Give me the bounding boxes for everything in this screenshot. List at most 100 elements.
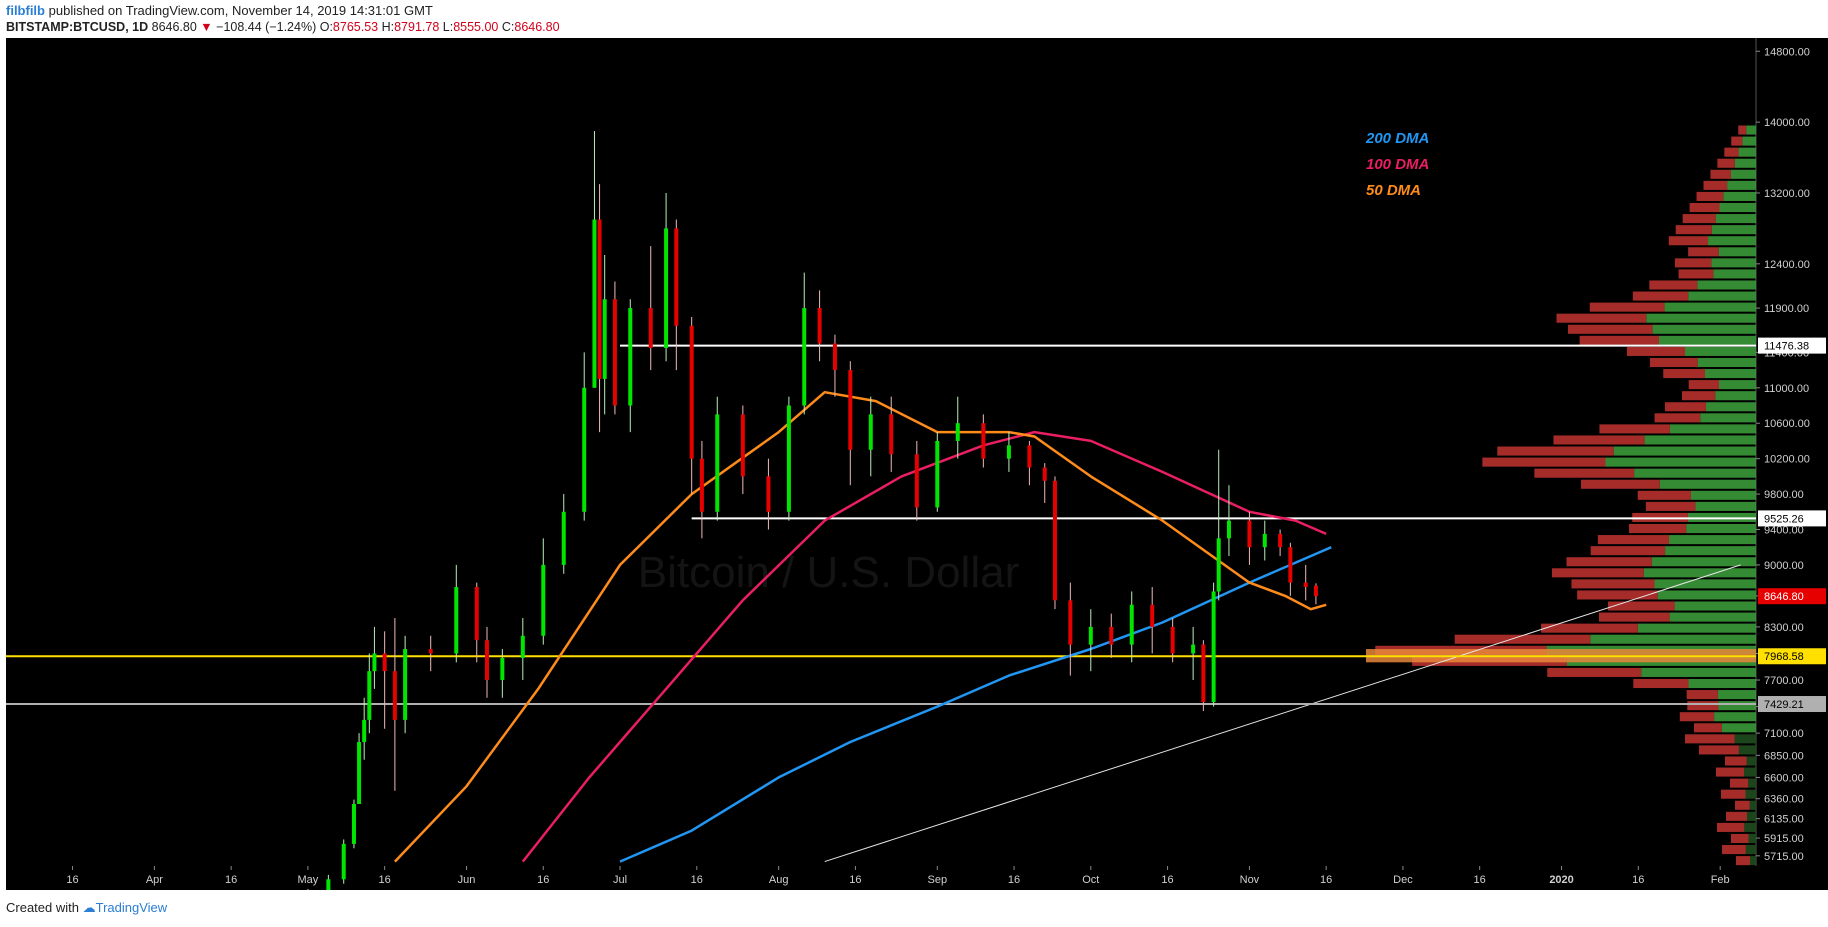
time-tick-label: 16 xyxy=(1320,874,1332,886)
candle-body[interactable] xyxy=(592,219,597,388)
volume-bar-up xyxy=(1718,380,1756,390)
dma200-line xyxy=(619,546,1332,863)
candle-body[interactable] xyxy=(1216,538,1221,592)
candle-body[interactable] xyxy=(689,325,694,459)
candle-body[interactable] xyxy=(715,414,720,512)
candle-body[interactable] xyxy=(561,511,566,565)
candle-body[interactable] xyxy=(357,742,362,805)
candle-body[interactable] xyxy=(740,414,745,477)
candle-body[interactable] xyxy=(955,423,960,441)
candle-body[interactable] xyxy=(674,228,679,326)
candle-body[interactable] xyxy=(372,653,377,672)
candle-body[interactable] xyxy=(1211,591,1216,703)
candle-body[interactable] xyxy=(1006,445,1011,459)
candle-body[interactable] xyxy=(351,804,356,844)
candle-body[interactable] xyxy=(1027,445,1032,468)
candle-body[interactable] xyxy=(1191,644,1196,654)
candle-body[interactable] xyxy=(1313,585,1318,597)
candle-body[interactable] xyxy=(832,343,837,371)
candle-body[interactable] xyxy=(766,476,771,512)
candle-body[interactable] xyxy=(1303,582,1308,588)
chart-area[interactable]: Bitcoin / U.S. Dollar 200 DMA 100 DMA 50 DM… xyxy=(6,38,1828,897)
candle-body[interactable] xyxy=(362,719,367,743)
volume-bar-down xyxy=(1731,136,1743,146)
candle-body[interactable] xyxy=(484,640,489,681)
candle-body[interactable] xyxy=(817,308,822,344)
price-axis[interactable] xyxy=(1756,38,1828,866)
candle-body[interactable] xyxy=(1226,520,1231,539)
time-tick-label: May xyxy=(298,874,319,886)
candle-body[interactable] xyxy=(326,879,331,891)
trend-line[interactable] xyxy=(824,564,1741,863)
volume-bar-down xyxy=(1607,601,1675,611)
candle-body[interactable] xyxy=(500,657,505,681)
candle-body[interactable] xyxy=(520,635,525,658)
volume-bar-down xyxy=(1688,247,1719,257)
candle-body[interactable] xyxy=(1052,480,1057,601)
tradingview-logo-icon[interactable]: ☁ xyxy=(82,900,96,915)
candle-body[interactable] xyxy=(981,423,986,459)
candle-body[interactable] xyxy=(802,308,807,406)
price-chart[interactable]: Bitcoin / U.S. Dollar 200 DMA 100 DMA 50 DM… xyxy=(6,38,1828,897)
candle-body[interactable] xyxy=(341,843,346,880)
time-axis[interactable] xyxy=(6,866,1828,890)
volume-bar-down xyxy=(1664,402,1706,412)
candle-body[interactable] xyxy=(1170,626,1175,654)
close-label: C: xyxy=(501,20,515,34)
volume-bar-down xyxy=(1649,357,1698,368)
time-tick-label: Sep xyxy=(927,874,947,886)
candle-body[interactable] xyxy=(392,671,397,720)
author-link[interactable]: filbfilb xyxy=(6,3,45,18)
volume-bar-down xyxy=(1703,180,1728,190)
candle-body[interactable] xyxy=(602,299,607,379)
candle-body[interactable] xyxy=(1068,600,1073,645)
candle-body[interactable] xyxy=(382,653,387,672)
volume-bar-down xyxy=(1710,169,1731,179)
candle-body[interactable] xyxy=(612,299,617,406)
volume-bar-down xyxy=(1678,269,1714,279)
candle-body[interactable] xyxy=(367,671,372,720)
price-tick-label: 6135.00 xyxy=(1764,814,1804,826)
time-tick-label: Apr xyxy=(146,874,163,886)
candle-body[interactable] xyxy=(868,414,873,450)
volume-bar-down xyxy=(1632,291,1689,301)
volume-bar-up xyxy=(1738,147,1756,157)
candle-body[interactable] xyxy=(541,564,546,636)
candle-body[interactable] xyxy=(403,649,408,720)
time-tick-label: 16 xyxy=(225,874,237,886)
volume-bar-down xyxy=(1693,723,1722,733)
candle-body[interactable] xyxy=(1262,533,1267,548)
candle-body[interactable] xyxy=(1288,547,1293,583)
candle-body[interactable] xyxy=(664,228,669,348)
candle-body[interactable] xyxy=(1247,520,1252,548)
price-tag-resistance: 9525.26 xyxy=(1764,513,1804,525)
tradingview-link[interactable]: TradingView xyxy=(95,900,168,915)
candle-body[interactable] xyxy=(454,587,459,654)
volume-bar-down xyxy=(1717,158,1735,168)
candle-body[interactable] xyxy=(1129,604,1134,645)
candle-body[interactable] xyxy=(786,405,791,512)
candle-body[interactable] xyxy=(1109,626,1114,645)
candle-body[interactable] xyxy=(848,370,853,450)
candle-body[interactable] xyxy=(1042,467,1047,481)
candle-body[interactable] xyxy=(428,649,433,654)
publish-text: published on TradingView.com, November 1… xyxy=(48,3,433,18)
candle-body[interactable] xyxy=(1278,533,1283,548)
candle-body[interactable] xyxy=(699,458,704,512)
candle-body[interactable] xyxy=(1150,604,1155,627)
candle-body[interactable] xyxy=(474,587,479,641)
candle-body[interactable] xyxy=(935,440,940,508)
candle-body[interactable] xyxy=(914,454,919,508)
candle-body[interactable] xyxy=(648,308,653,348)
candle-body[interactable] xyxy=(628,308,633,406)
candle-body[interactable] xyxy=(582,387,587,512)
volume-bar-down xyxy=(1731,833,1749,844)
candle-body[interactable] xyxy=(1088,626,1093,645)
time-tick-label: 2020 xyxy=(1549,874,1573,886)
volume-bar-down xyxy=(1597,535,1670,545)
volume-bar-up xyxy=(1669,535,1756,545)
candle-body[interactable] xyxy=(597,219,602,379)
candle-body[interactable] xyxy=(889,414,894,455)
candle-body[interactable] xyxy=(1201,644,1206,703)
price-tick-label: 7700.00 xyxy=(1764,675,1804,687)
